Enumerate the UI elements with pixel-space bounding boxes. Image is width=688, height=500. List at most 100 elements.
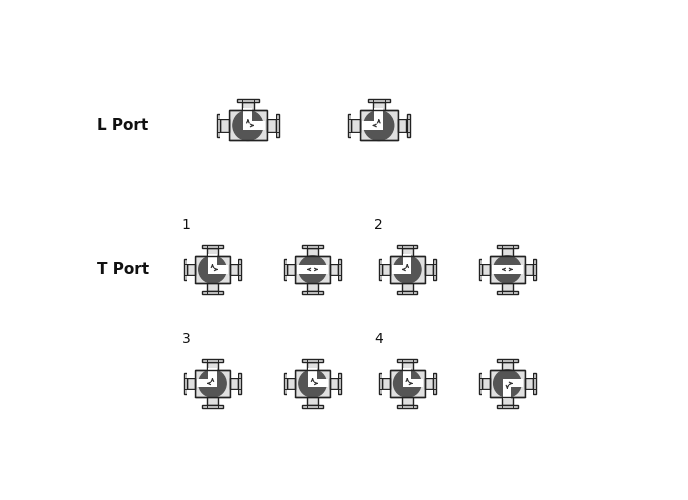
Text: 2: 2 [374, 218, 383, 232]
Bar [390, 370, 424, 397]
Bar [287, 389, 295, 397]
Bar [330, 370, 338, 378]
Bar [424, 264, 433, 275]
Bar [303, 404, 323, 408]
Bar [525, 264, 533, 275]
Bar [307, 397, 318, 404]
Bar [303, 291, 323, 294]
Bar [307, 248, 318, 256]
Text: 1: 1 [182, 218, 191, 232]
Bar [525, 275, 533, 283]
Bar [244, 108, 252, 126]
Bar [424, 256, 433, 264]
Bar [267, 132, 276, 140]
Bar [390, 370, 424, 397]
Bar [230, 264, 238, 275]
Bar [230, 378, 238, 389]
Text: L Port: L Port [97, 118, 148, 133]
Bar [402, 283, 413, 291]
Bar [202, 404, 223, 408]
Bar [207, 397, 218, 404]
Bar [187, 256, 195, 264]
Bar [338, 373, 341, 394]
Bar [433, 260, 436, 280]
Bar [208, 380, 217, 388]
Bar [197, 380, 213, 388]
Bar [497, 404, 517, 408]
Bar [230, 389, 238, 397]
Bar [525, 256, 533, 264]
Bar [424, 275, 433, 283]
Bar [482, 389, 490, 397]
Bar [525, 378, 533, 389]
Bar [229, 110, 267, 140]
Bar [295, 370, 330, 397]
Bar [379, 373, 382, 394]
Bar [533, 373, 536, 394]
Text: 4: 4 [374, 332, 383, 346]
Bar [287, 370, 295, 378]
Bar [490, 370, 525, 397]
Circle shape [299, 256, 326, 283]
Bar [482, 370, 490, 378]
Circle shape [394, 256, 421, 283]
Bar [230, 275, 238, 283]
Bar [490, 370, 525, 397]
Bar [207, 362, 218, 370]
Bar [479, 260, 482, 280]
Bar [195, 370, 230, 397]
Bar [403, 254, 411, 270]
Bar [248, 121, 265, 130]
Bar [507, 266, 523, 274]
Bar [241, 102, 254, 110]
Bar [312, 380, 328, 388]
Bar [308, 368, 316, 384]
Bar [330, 389, 338, 397]
Bar [402, 397, 413, 404]
Bar [379, 260, 382, 280]
Bar [407, 380, 423, 388]
Bar [330, 264, 338, 275]
Bar [217, 114, 220, 136]
Bar [502, 397, 513, 404]
Bar [490, 256, 525, 283]
Bar [382, 378, 390, 389]
Bar [303, 359, 323, 362]
Bar [238, 260, 241, 280]
Bar [184, 260, 187, 280]
Bar [407, 114, 410, 136]
Bar [374, 121, 383, 130]
Bar [403, 266, 411, 274]
Bar [187, 264, 195, 275]
Circle shape [394, 370, 421, 397]
Bar [373, 102, 385, 110]
Bar [287, 378, 295, 389]
Bar [238, 373, 241, 394]
Bar [184, 373, 187, 394]
Bar [382, 275, 390, 283]
Bar [267, 110, 276, 120]
Bar [244, 121, 252, 130]
Bar [502, 248, 513, 256]
Bar [295, 370, 330, 397]
Bar [351, 132, 360, 140]
Bar [504, 380, 511, 388]
Bar [338, 260, 341, 280]
Bar [424, 378, 433, 389]
Bar [482, 256, 490, 264]
Bar [398, 132, 407, 140]
Bar [382, 389, 390, 397]
Bar [497, 291, 517, 294]
Bar [504, 384, 511, 399]
Bar [402, 248, 413, 256]
Bar [208, 368, 217, 384]
Bar [284, 260, 287, 280]
Bar [482, 378, 490, 389]
Bar [276, 114, 279, 136]
Bar [362, 121, 379, 130]
Bar [390, 256, 424, 283]
Bar [195, 256, 230, 283]
Bar [482, 275, 490, 283]
Bar [208, 266, 217, 274]
Bar [284, 373, 287, 394]
